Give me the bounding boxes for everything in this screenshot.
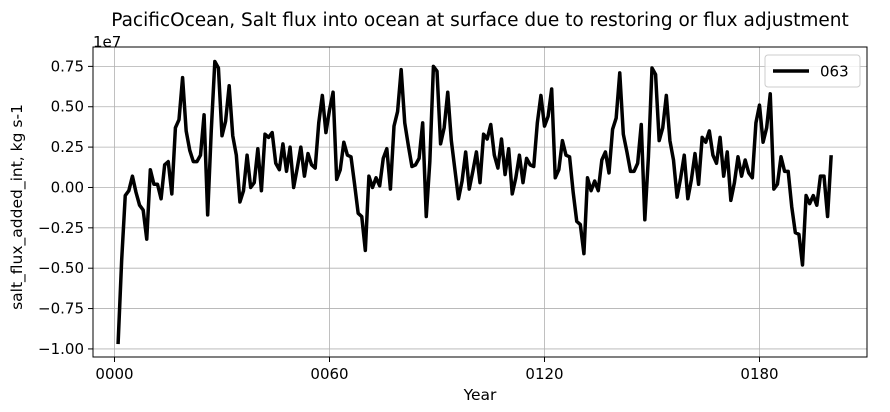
legend-label: 063 <box>820 63 849 81</box>
x-axis-label: Year <box>463 386 497 404</box>
y-tick-label: 0.75 <box>51 57 84 75</box>
y-tick-label: −0.75 <box>38 300 84 318</box>
plot-frame <box>92 46 868 358</box>
y-tick-label: −0.50 <box>38 259 84 277</box>
y-tick-label: −1.00 <box>38 340 84 358</box>
y-axis-multiplier: 1e7 <box>93 33 121 51</box>
y-axis-ticks: −1.00 −0.75 −0.50 −0.25 0.00 0.25 0.50 0.75 <box>38 57 93 358</box>
x-axis-ticks: 0000 0060 0120 0180 <box>95 357 779 383</box>
x-tick-label: 0120 <box>525 365 563 383</box>
x-tick-label: 0060 <box>310 365 348 383</box>
y-axis-label: salt_flux_added_int, kg s-1 <box>8 104 27 310</box>
y-tick-label: 0.25 <box>51 138 84 156</box>
x-tick-label: 0000 <box>95 365 133 383</box>
series-layer <box>116 59 833 345</box>
legend: 063 <box>764 54 861 88</box>
x-tick-label: 0180 <box>740 365 778 383</box>
y-tick-label: 0.50 <box>51 98 84 116</box>
chart-title: PacificOcean, Salt flux into ocean at su… <box>111 10 848 31</box>
legend-box <box>764 54 861 88</box>
series-line-063 <box>116 59 833 345</box>
y-tick-label: 0.00 <box>51 178 84 196</box>
y-tick-label: −0.25 <box>38 219 84 237</box>
